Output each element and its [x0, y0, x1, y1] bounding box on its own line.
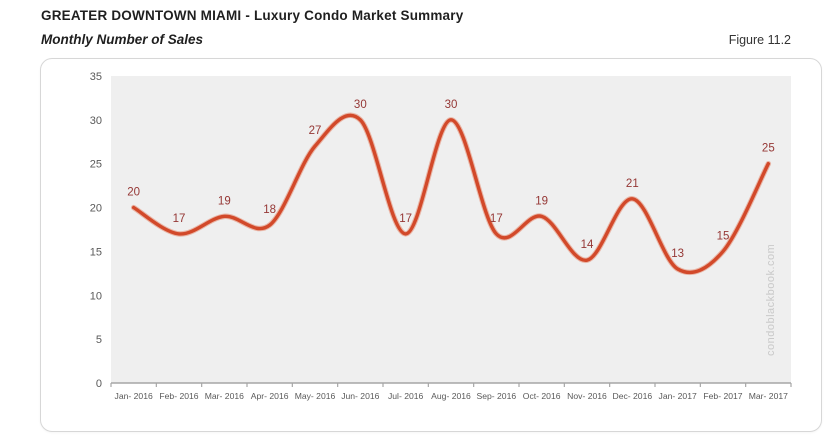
plot-area — [111, 76, 791, 383]
chart-header: GREATER DOWNTOWN MIAMI - Luxury Condo Ma… — [41, 8, 821, 47]
sales-line — [131, 113, 771, 275]
chart-card: condoblackbook.com 0 5 10 15 20 25 30 35 Jan- 201… — [40, 58, 822, 432]
y-tick-label: 30 — [90, 115, 102, 127]
x-tick-label: Apr- 2016 — [251, 391, 289, 401]
page-title: GREATER DOWNTOWN MIAMI - Luxury Condo Ma… — [41, 8, 464, 23]
subtitle-row: Monthly Number of Sales Figure 11.2 — [41, 32, 821, 47]
x-tick-label: Dec- 2016 — [613, 391, 653, 401]
data-label: 21 — [626, 178, 639, 190]
chart-subtitle: Monthly Number of Sales — [41, 32, 204, 47]
chart-svg: condoblackbook.com 0 5 10 15 20 25 30 35 Jan- 201… — [90, 71, 792, 401]
x-tick-label: Oct- 2016 — [523, 391, 561, 401]
x-tick-label: Jan- 2016 — [115, 391, 153, 401]
y-tick-label: 25 — [90, 159, 102, 171]
y-tick-label: 35 — [90, 71, 102, 83]
x-tick-label: Nov- 2016 — [567, 391, 607, 401]
x-tick-label: Jan- 2017 — [659, 391, 697, 401]
y-tick-label: 0 — [96, 378, 102, 390]
data-label: 25 — [762, 143, 775, 155]
x-tick-label: Mar- 2016 — [205, 391, 244, 401]
data-label: 17 — [399, 213, 412, 225]
x-tick-label: Feb- 2016 — [159, 391, 198, 401]
y-tick-label: 5 — [96, 334, 102, 346]
data-label: 18 — [263, 204, 276, 216]
figure-label: Figure 11.2 — [728, 33, 791, 47]
data-label: 17 — [173, 213, 186, 225]
data-label: 20 — [127, 187, 140, 199]
data-label: 30 — [445, 99, 458, 111]
x-tick-label: Jul- 2016 — [388, 391, 424, 401]
x-tick-label: Mar- 2017 — [749, 391, 788, 401]
data-label: 15 — [717, 230, 730, 242]
data-label: 19 — [218, 195, 231, 207]
data-label: 14 — [581, 239, 594, 251]
x-tick-label: Jun- 2016 — [341, 391, 379, 401]
data-label: 30 — [354, 99, 367, 111]
watermark: condoblackbook.com — [765, 244, 777, 356]
x-tick-label: Aug- 2016 — [431, 391, 471, 401]
data-label: 13 — [671, 248, 684, 260]
y-tick-label: 10 — [90, 290, 102, 302]
y-tick-label: 20 — [90, 203, 102, 215]
x-tick-label: Sep- 2016 — [476, 391, 516, 401]
x-tick-label: May- 2016 — [295, 391, 336, 401]
data-label: 17 — [490, 213, 503, 225]
data-label: 19 — [535, 195, 548, 207]
y-tick-label: 15 — [90, 246, 102, 258]
data-label: 27 — [309, 125, 322, 137]
x-tick-label: Feb- 2017 — [703, 391, 742, 401]
